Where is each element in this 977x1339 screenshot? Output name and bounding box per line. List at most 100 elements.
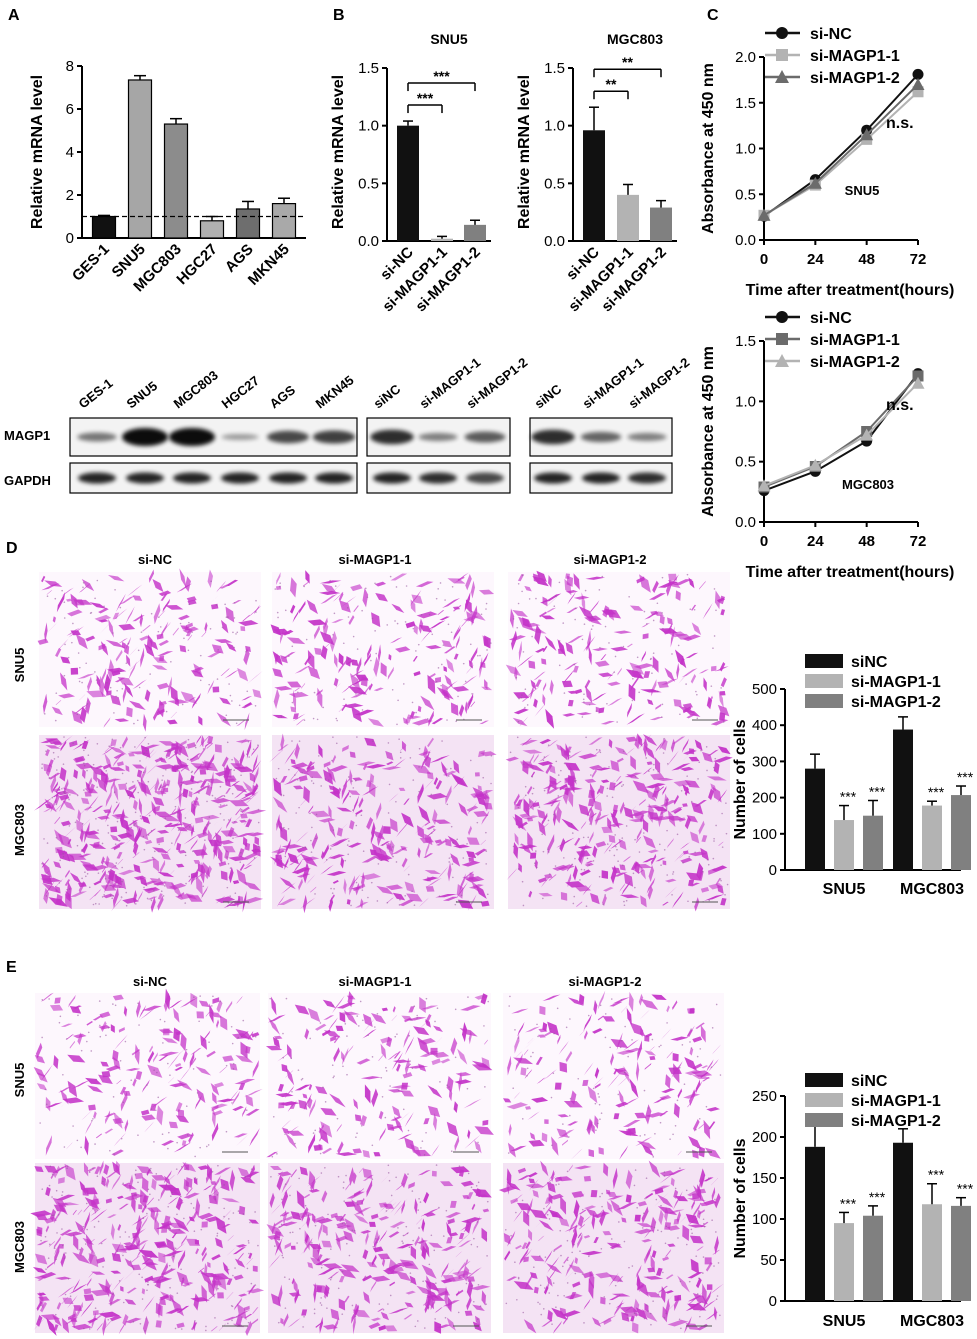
pore [150, 899, 153, 902]
stained-cell [162, 1220, 172, 1227]
pore [620, 999, 623, 1001]
pore [76, 844, 79, 847]
pore [236, 631, 239, 634]
stained-cell [226, 1278, 233, 1286]
stained-cell [353, 605, 359, 612]
pore [297, 779, 299, 781]
stained-cell [321, 1240, 332, 1248]
pore [119, 1060, 122, 1062]
pore [462, 857, 465, 859]
pore [180, 1328, 183, 1330]
stained-cell [528, 890, 533, 898]
pore [283, 1276, 286, 1278]
stained-cell [370, 1275, 391, 1282]
stained-cell [424, 777, 435, 790]
pore [417, 1320, 419, 1322]
pore [490, 754, 493, 757]
stained-cell [210, 1082, 220, 1096]
pore [477, 654, 479, 657]
stained-cell [233, 1274, 244, 1281]
stained-cell [603, 886, 614, 892]
pore [710, 685, 713, 687]
pore [156, 1071, 158, 1074]
pore [639, 1135, 642, 1137]
pore [616, 721, 618, 723]
series-line [763, 83, 919, 217]
pore [405, 585, 408, 587]
stained-cell [289, 604, 296, 614]
pore [149, 1167, 152, 1170]
stained-cell [144, 840, 153, 845]
pore [577, 1077, 580, 1080]
stained-cell [50, 773, 57, 794]
pore [226, 856, 228, 858]
stained-cell [217, 846, 223, 865]
stained-cell [345, 656, 352, 667]
pore [146, 1212, 148, 1215]
stained-cell [660, 1286, 666, 1303]
pore [486, 649, 488, 651]
stained-cell [88, 1248, 95, 1265]
stained-cell [115, 649, 123, 662]
y-tick-label: 1.5 [358, 60, 379, 77]
pore [276, 611, 279, 614]
stained-cell [167, 719, 178, 725]
stained-cell [421, 1245, 427, 1260]
pore [514, 1029, 516, 1031]
blot-lane-label: siNC [532, 381, 565, 411]
legend-swatch [805, 694, 843, 708]
stained-cell [278, 1101, 300, 1106]
stained-cell [192, 666, 204, 673]
legend-label: si-MAGP1-1 [810, 332, 900, 349]
stained-cell [524, 585, 532, 592]
pore [521, 1199, 524, 1202]
stained-cell [370, 1317, 382, 1322]
stained-cell [36, 1083, 48, 1091]
stained-cell [611, 1293, 631, 1297]
stained-cell [42, 693, 48, 715]
stained-cell [282, 1127, 290, 1135]
pore [277, 1321, 280, 1324]
stained-cell [361, 855, 381, 863]
stained-cell [658, 1209, 664, 1226]
pore [45, 750, 47, 752]
pore [344, 859, 347, 862]
stained-cell [128, 700, 146, 710]
stained-cell [610, 1053, 614, 1066]
stained-cell [342, 789, 351, 805]
stained-cell [706, 1284, 713, 1290]
stained-cell [423, 1212, 436, 1217]
stained-cell [67, 1054, 86, 1063]
pore [288, 768, 290, 771]
stained-cell [180, 1276, 185, 1287]
pore [604, 625, 607, 628]
pore [352, 635, 355, 638]
stained-cell [356, 657, 362, 676]
pore [114, 1004, 117, 1007]
stained-cell [41, 575, 46, 583]
stained-cell [349, 875, 355, 896]
pore [706, 858, 709, 861]
pore [294, 1142, 296, 1145]
pore [598, 1103, 601, 1106]
stained-cell [267, 1014, 286, 1023]
stained-cell [358, 1167, 364, 1174]
stained-cell [654, 757, 661, 775]
stained-cell [220, 619, 229, 634]
pore [142, 771, 145, 774]
stained-cell [644, 1112, 667, 1118]
stained-cell [634, 861, 641, 874]
stained-cell [386, 1123, 395, 1131]
bar [163, 123, 189, 239]
pore [679, 713, 681, 716]
pore [67, 656, 70, 659]
stained-cell [157, 651, 174, 656]
pore [78, 680, 81, 683]
stained-cell [178, 1066, 192, 1083]
pore [608, 766, 610, 768]
pore [378, 1303, 381, 1305]
pore [169, 1299, 171, 1301]
pore [446, 803, 449, 806]
pore [280, 715, 283, 718]
stained-cell [368, 683, 373, 691]
